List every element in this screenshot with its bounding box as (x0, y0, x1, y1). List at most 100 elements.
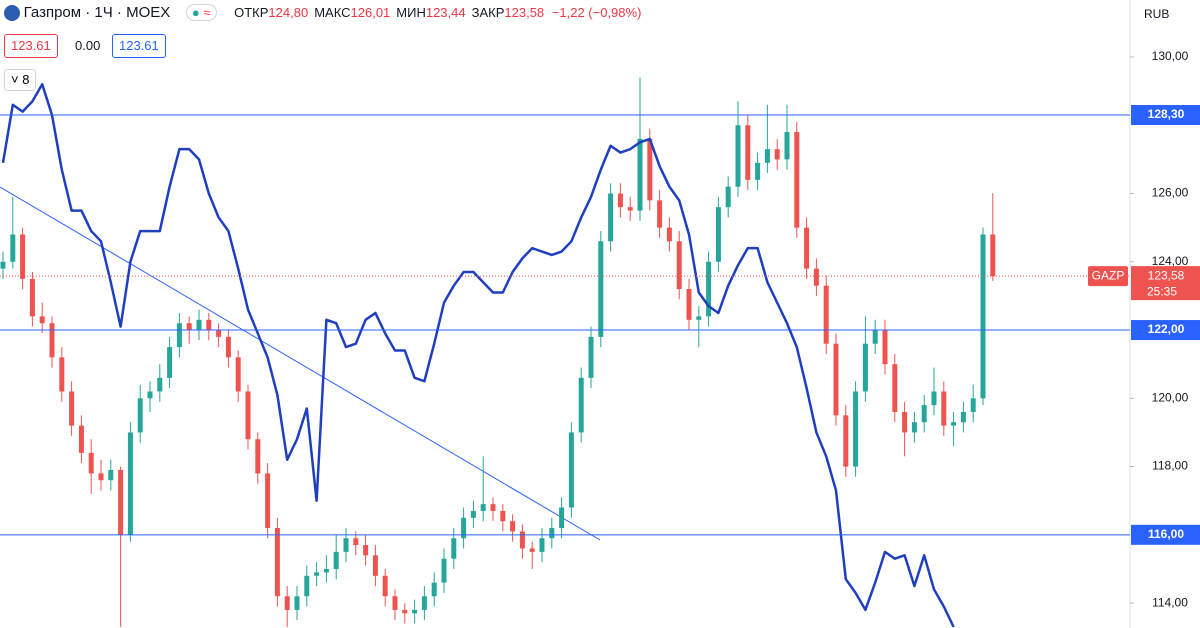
candle-body (519, 531, 525, 549)
candle-body (755, 162, 761, 180)
last-price-bg (1131, 266, 1200, 301)
candle-body (500, 510, 506, 522)
candle-body (147, 391, 153, 399)
candle-body (853, 391, 859, 467)
candle-body (314, 572, 320, 576)
candle-body (490, 504, 496, 511)
candle-body (598, 241, 604, 337)
candle-body (108, 469, 114, 481)
candle-body (539, 538, 545, 552)
ohlc-value: 126,01 (350, 5, 391, 21)
candle-body (225, 336, 231, 358)
candle-body (568, 432, 574, 508)
candle-body (392, 596, 398, 610)
level-label-bg (1131, 105, 1200, 126)
candle-body (304, 575, 310, 597)
legend-header: Газпром · 1Ч · MOEX ● ≈ ОТКР124,80 МАКС12… (4, 4, 642, 22)
candle-body (59, 357, 65, 392)
candle-body (784, 132, 790, 160)
bid-box[interactable]: 123.61 (4, 34, 58, 58)
candle-body (911, 422, 917, 433)
symbol-tag: GAZP (1092, 268, 1125, 282)
candle-body (343, 538, 349, 552)
level-label: 116,00 (1148, 527, 1184, 541)
candle-body (29, 278, 35, 317)
candle-body (127, 432, 133, 535)
spread: 0.00 (75, 38, 101, 53)
candle-body (284, 596, 290, 610)
ohlc-label: ЗАКР (471, 5, 505, 21)
change: −1,22 (−0,98%) (551, 5, 642, 21)
candle-body (421, 596, 427, 610)
candle-body (804, 227, 810, 269)
symbol[interactable]: Газпром · 1Ч · MOEX (23, 4, 171, 22)
candle-body (794, 132, 800, 228)
candle-body (294, 596, 300, 610)
y-tick-label: 114,00 (1152, 595, 1188, 609)
candle-body (167, 347, 173, 378)
overlay-line (1, 83, 955, 628)
candle-body (333, 551, 339, 569)
ohlc-value: 123,58 (504, 5, 545, 21)
candle-body (69, 391, 75, 426)
candle-body (137, 398, 143, 433)
candle-body (715, 207, 721, 262)
level-label-bg (1131, 320, 1200, 341)
candle-body (382, 575, 388, 597)
candle-body (451, 538, 457, 559)
ohlc-value: 124,80 (268, 5, 309, 21)
candle-body (20, 234, 26, 279)
candle-body (578, 377, 584, 433)
candle-body (686, 289, 692, 320)
y-tick-label: 126,00 (1152, 186, 1189, 200)
candle-body (49, 323, 55, 358)
level-label: 122,00 (1148, 322, 1185, 336)
candle-body (941, 391, 947, 426)
candle-body (735, 125, 741, 187)
candle-body (637, 138, 643, 211)
candle-body (706, 261, 712, 317)
candle-body (88, 452, 94, 474)
candle-body (39, 316, 45, 324)
indicators-count: 8 (22, 72, 30, 87)
candle-body (353, 538, 359, 546)
candle-body (363, 545, 369, 556)
symbol-icon (4, 4, 20, 21)
candle-body (480, 504, 486, 511)
candle-body (862, 343, 868, 392)
candle-body (559, 507, 565, 528)
candle-body (470, 510, 476, 518)
candle-body (951, 422, 957, 426)
candle-body (813, 268, 819, 286)
candle-body (323, 568, 329, 573)
level-label: 128,30 (1148, 107, 1185, 121)
candle-body (823, 285, 829, 344)
last-price-label: 123,58 (1148, 268, 1185, 282)
candle-body (274, 527, 280, 597)
status-pill[interactable]: ● ≈ (185, 4, 217, 22)
ohlc-label: ОТКР (234, 5, 269, 21)
ask-box[interactable]: 123.61 (112, 34, 166, 58)
candle-body (931, 391, 937, 406)
ohlc-label: МАКС (314, 5, 351, 21)
candle-body (696, 316, 702, 320)
candle-body (235, 357, 241, 392)
candle-body (774, 149, 780, 160)
candle-body (676, 241, 682, 290)
candle-body (431, 582, 437, 597)
candle-body (510, 521, 516, 532)
indicators-toggle[interactable]: ˅ 8 (4, 69, 37, 91)
candle-body (843, 415, 849, 467)
countdown: 25:35 (1147, 284, 1177, 298)
currency[interactable]: RUB (1144, 7, 1170, 21)
symbol-tag-bg (1088, 266, 1128, 287)
candle-body (10, 234, 16, 262)
candle-body (921, 405, 927, 423)
candle-body (157, 377, 163, 392)
candle-body (617, 193, 623, 208)
candle-body (372, 555, 378, 576)
candle-body (608, 193, 614, 242)
candle-body (216, 330, 222, 337)
candle-body (980, 234, 986, 399)
